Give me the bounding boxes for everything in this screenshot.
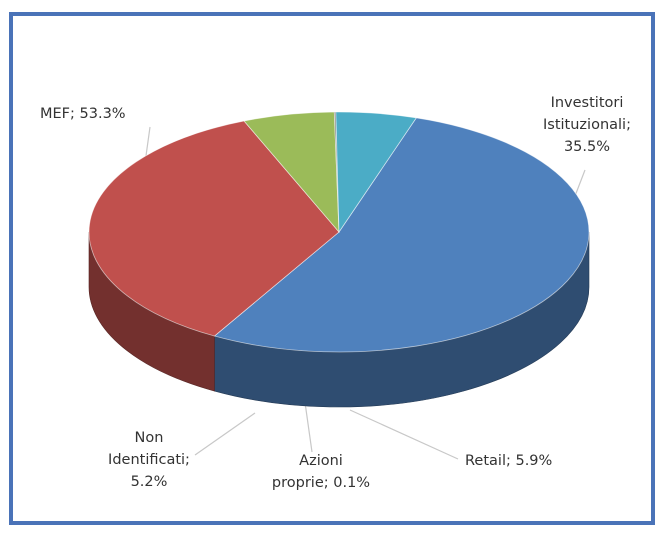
leader-line-investitori-istituzionali bbox=[574, 169, 586, 197]
data-label-retail: Retail; 5.9% bbox=[465, 453, 553, 469]
data-label-non-identificati: Non Identificati; 5.2% bbox=[108, 430, 190, 490]
pie-slice-investitori-istituzionali bbox=[88, 120, 340, 337]
leader-line-non-identificati bbox=[194, 412, 256, 456]
pie-slice-non-identificati bbox=[335, 111, 417, 234]
data-label-investitori-istituzionali: Investitori Istituzionali; 35.5% bbox=[543, 95, 631, 155]
data-label-mef: MEF; 53.3% bbox=[40, 106, 126, 122]
pie-slice-mef bbox=[213, 117, 590, 353]
leader-line-retail bbox=[349, 409, 459, 460]
data-label-azioni-proprie: Azioni proprie; 0.1% bbox=[271, 453, 371, 491]
